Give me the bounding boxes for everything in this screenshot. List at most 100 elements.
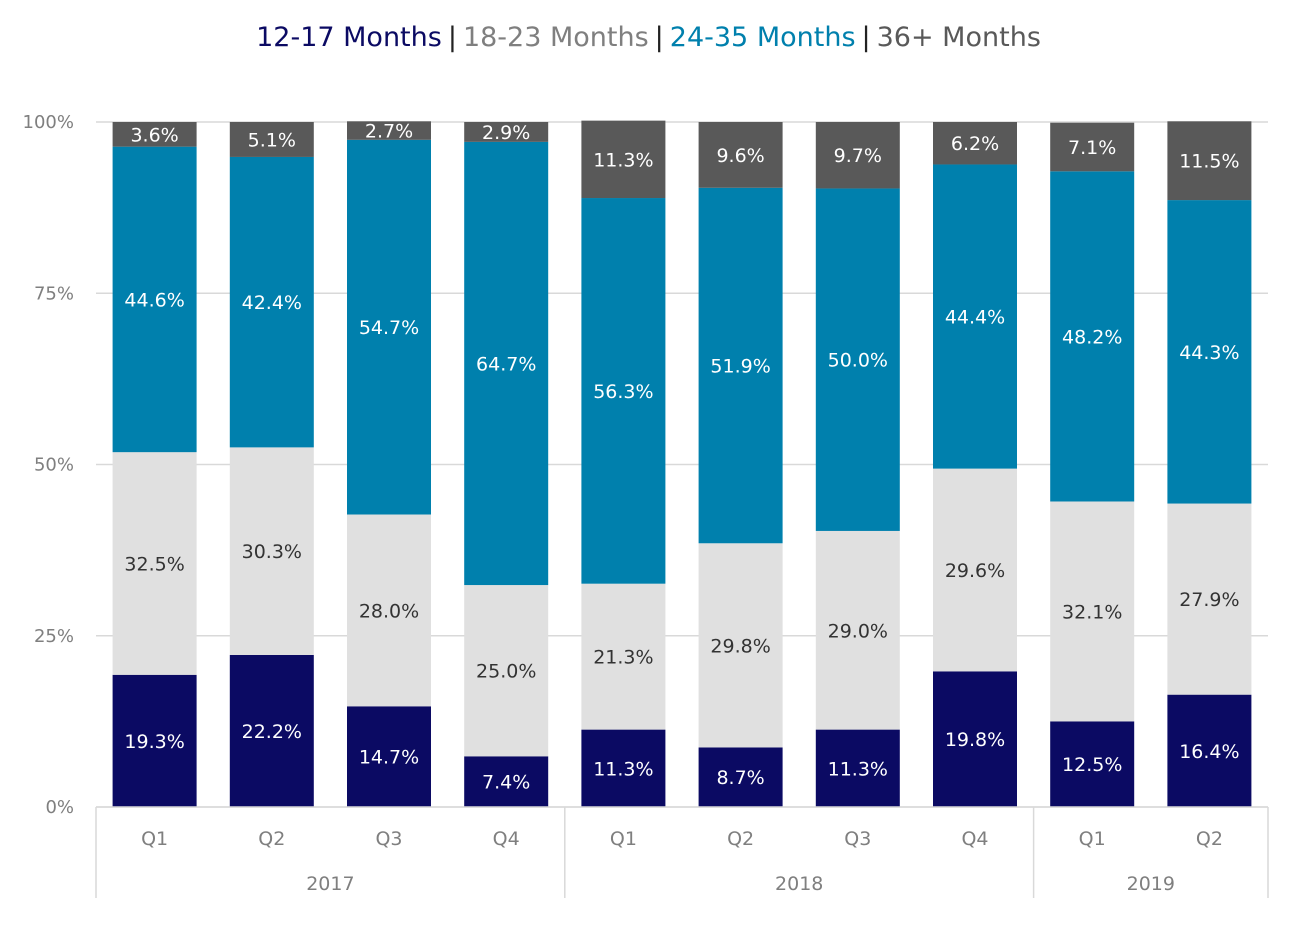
data-label: 19.8% (945, 729, 1005, 751)
data-label: 29.6% (945, 560, 1005, 582)
legend-item-12-17: 12-17 Months (256, 22, 442, 53)
bar-segment (1050, 171, 1135, 502)
data-label: 22.2% (242, 721, 302, 743)
bar-segment (464, 141, 549, 586)
bar-segment (933, 122, 1017, 165)
data-label: 12.5% (1062, 754, 1122, 776)
bar-segment (229, 122, 314, 157)
bar-segment (698, 543, 783, 748)
bar-segment (229, 654, 314, 807)
bar-segment (112, 146, 197, 453)
bar-segment (815, 530, 900, 730)
bar-segment (581, 583, 666, 730)
data-label: 7.1% (1068, 137, 1116, 159)
data-label: 11.3% (593, 149, 653, 171)
data-label: 7.4% (482, 772, 530, 794)
bar-segment (933, 671, 1017, 807)
bar-segment (698, 747, 783, 807)
data-label: 42.4% (242, 292, 302, 314)
data-label: 3.6% (130, 124, 178, 146)
data-label: 64.7% (476, 353, 536, 375)
data-label: 28.0% (359, 600, 419, 622)
bar-segment (112, 674, 197, 807)
bar-segment (933, 468, 1017, 672)
data-label: 44.6% (124, 289, 184, 311)
category-label: Q1 (610, 828, 637, 850)
data-label: 14.7% (359, 747, 419, 769)
bar-segment (815, 729, 900, 807)
bar-segment (464, 122, 549, 142)
bar-segment (229, 447, 314, 655)
data-label: 44.3% (1179, 342, 1239, 364)
data-label: 27.9% (1179, 589, 1239, 611)
data-label: 50.0% (828, 350, 888, 372)
data-label: 5.1% (248, 129, 296, 151)
bar-segment (1167, 694, 1252, 807)
bar-segment (347, 706, 431, 807)
data-label: 54.7% (359, 317, 419, 339)
bar-segment (1167, 121, 1252, 201)
legend-separator: | (654, 22, 664, 53)
bar-segment (1167, 200, 1252, 504)
bar-segment (581, 198, 666, 584)
data-label: 11.3% (828, 758, 888, 780)
bar-segment (815, 122, 900, 189)
data-label: 48.2% (1062, 326, 1122, 348)
legend-separator: | (861, 22, 871, 53)
bar-segment (1167, 503, 1252, 695)
bar-segment (229, 156, 314, 448)
bar-segment (581, 120, 666, 199)
legend-separator: | (447, 22, 457, 53)
data-label: 2.9% (482, 122, 530, 144)
y-tick-label: 50% (34, 455, 74, 476)
y-tick-label: 75% (34, 283, 74, 304)
bar-segment (581, 729, 666, 807)
data-label: 9.6% (716, 145, 764, 167)
data-label: 8.7% (716, 767, 764, 789)
data-label: 32.1% (1062, 601, 1122, 623)
category-label: Q2 (258, 828, 285, 850)
data-label: 21.3% (593, 647, 653, 669)
data-label: 32.5% (124, 553, 184, 575)
data-label: 29.0% (828, 620, 888, 642)
category-label: Q2 (1196, 828, 1223, 850)
bar-segment (347, 514, 431, 707)
data-label: 56.3% (593, 381, 653, 403)
bar-segment (1050, 122, 1135, 172)
legend-item-36-plus: 36+ Months (876, 22, 1041, 53)
data-label: 11.3% (593, 758, 653, 780)
group-label: 2017 (306, 873, 354, 895)
data-label: 11.5% (1179, 151, 1239, 173)
bar-segment (1050, 721, 1135, 807)
data-label: 44.4% (945, 307, 1005, 329)
chart-legend: 12-17 Months | 18-23 Months | 24-35 Months | 3… (0, 22, 1297, 53)
category-label: Q4 (961, 828, 988, 850)
group-label: 2019 (1127, 873, 1175, 895)
data-label: 19.3% (124, 731, 184, 753)
category-label: Q3 (375, 828, 402, 850)
bar-segment (112, 122, 197, 147)
bar-segment (698, 122, 783, 188)
data-label: 25.0% (476, 661, 536, 683)
group-label: 2018 (775, 873, 823, 895)
bar-segment (347, 139, 431, 515)
category-label: Q3 (844, 828, 871, 850)
legend-item-24-35: 24-35 Months (669, 22, 856, 53)
y-tick-label: 100% (23, 112, 74, 133)
legend-item-18-23: 18-23 Months (462, 22, 649, 53)
data-label: 30.3% (242, 541, 302, 563)
data-label: 9.7% (834, 145, 882, 167)
bar-segment (112, 452, 197, 675)
data-label: 29.8% (710, 635, 770, 657)
bar-segment (933, 164, 1017, 469)
bar-segment (464, 756, 549, 807)
category-label: Q1 (1079, 828, 1106, 850)
bar-segment (464, 585, 549, 757)
y-tick-label: 0% (45, 797, 74, 818)
category-label: Q2 (727, 828, 754, 850)
bar-segment (698, 187, 783, 544)
bar-segment (347, 121, 431, 140)
category-label: Q1 (141, 828, 168, 850)
bar-segment (815, 188, 900, 531)
